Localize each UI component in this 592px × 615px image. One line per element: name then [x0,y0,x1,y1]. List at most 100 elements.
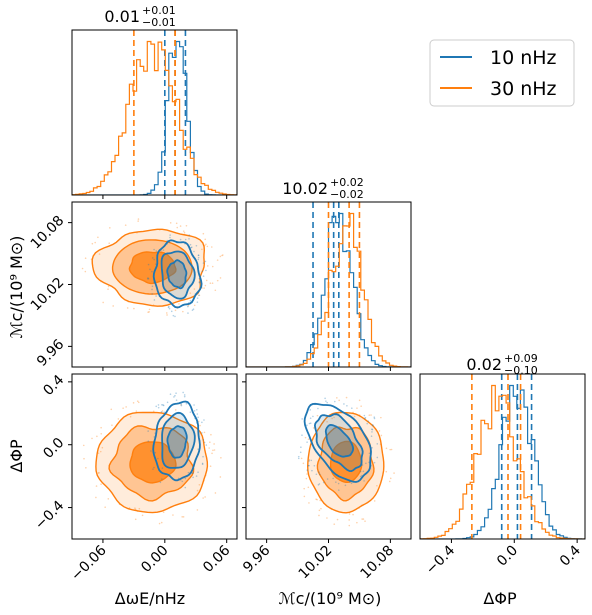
legend: 10 nHz 30 nHz [429,39,575,107]
sample-point [214,289,217,292]
sample-point [211,265,214,268]
sample-point [318,514,320,517]
contour-0-0 [152,239,203,309]
sample-point [205,243,207,246]
sample-point [159,481,162,484]
sample-point [169,234,171,236]
plot-area [246,202,411,367]
sample-point [137,218,140,220]
plot-area [81,218,224,318]
plot-area [82,391,222,525]
sample-point [210,246,213,248]
sample-point [214,492,217,494]
sample-point [366,422,368,425]
sample-point [348,513,351,515]
ylabel-d-phi: ΔΦP [7,439,26,473]
sample-point [365,462,367,465]
sample-point [300,457,303,460]
sample-point [348,524,351,527]
sample-point [316,498,318,501]
sample-point [169,222,172,224]
sample-point [190,246,193,248]
xlabel-d-phi: ΔΦP [483,589,517,608]
x-tick-label: 9.96 [240,542,273,575]
sample-point [310,459,313,462]
sample-point [175,222,178,225]
x-tick-label: 0.0 [494,543,521,570]
sample-point [85,466,87,469]
sample-point [153,258,155,261]
sample-point [189,411,192,413]
sample-point [102,301,104,304]
sample-point [202,262,205,264]
sample-point [376,456,379,459]
sample-point [300,446,302,449]
sample-point [82,444,85,447]
sample-point [331,417,333,420]
sample-point [212,449,214,452]
sample-point [202,275,205,277]
sample-point [95,485,98,487]
contour-1-2 [329,440,363,483]
sample-point [358,399,361,402]
sample-point [184,477,187,480]
sample-point [393,472,395,474]
sample-point [363,414,366,417]
sample-point [308,464,310,467]
sample-point [370,435,373,438]
sample-point [125,406,127,408]
sample-point [97,472,100,474]
sample-point [204,496,206,498]
sample-point [162,511,165,514]
sample-point [210,433,212,436]
sample-point [361,518,363,520]
sample-point [172,314,175,317]
contour-0-2 [166,259,188,290]
sample-point [183,232,186,234]
sample-point [162,249,165,251]
legend-label-b: 30 nHz [490,78,557,100]
sample-point [153,466,155,469]
sample-point [370,414,372,416]
sample-point [318,471,320,473]
y-tick-label: 10.08 [28,213,68,253]
title-d-omega-sup: +0.01 [142,4,176,17]
sample-point [199,424,201,427]
sample-point [211,452,213,455]
sample-point [326,517,328,519]
sample-point [183,394,186,396]
panel-mc-d_omega: 9.96 10.02 10.08 [28,201,238,371]
sample-point [193,304,196,307]
sample-point [95,496,97,499]
sample-point [325,400,327,402]
sample-point [84,257,87,260]
sample-point [107,288,109,290]
sample-point [371,424,374,426]
sample-point [317,407,319,410]
sample-point [353,415,356,418]
sample-point [346,404,348,407]
title-d-phi-sup: +0.09 [504,352,538,365]
sample-point [150,450,152,452]
panel-frame [71,29,238,196]
sample-point [197,254,200,257]
sample-point [170,310,173,313]
sample-point [201,270,204,273]
sample-point [151,288,153,291]
sample-point [297,457,300,460]
y-tick-label: 9.96 [34,336,67,369]
sample-point [362,470,365,473]
sample-point [155,295,157,297]
sample-point [213,443,215,445]
sample-point [155,250,158,252]
sample-point [192,476,194,479]
sample-point [196,297,199,299]
sample-point [193,288,196,290]
sample-point [134,518,137,521]
title-d-omega-main: 0.01 [104,7,140,26]
sample-point [174,315,176,318]
sample-point [132,402,135,404]
sample-point [137,220,139,222]
sample-point [213,449,216,451]
